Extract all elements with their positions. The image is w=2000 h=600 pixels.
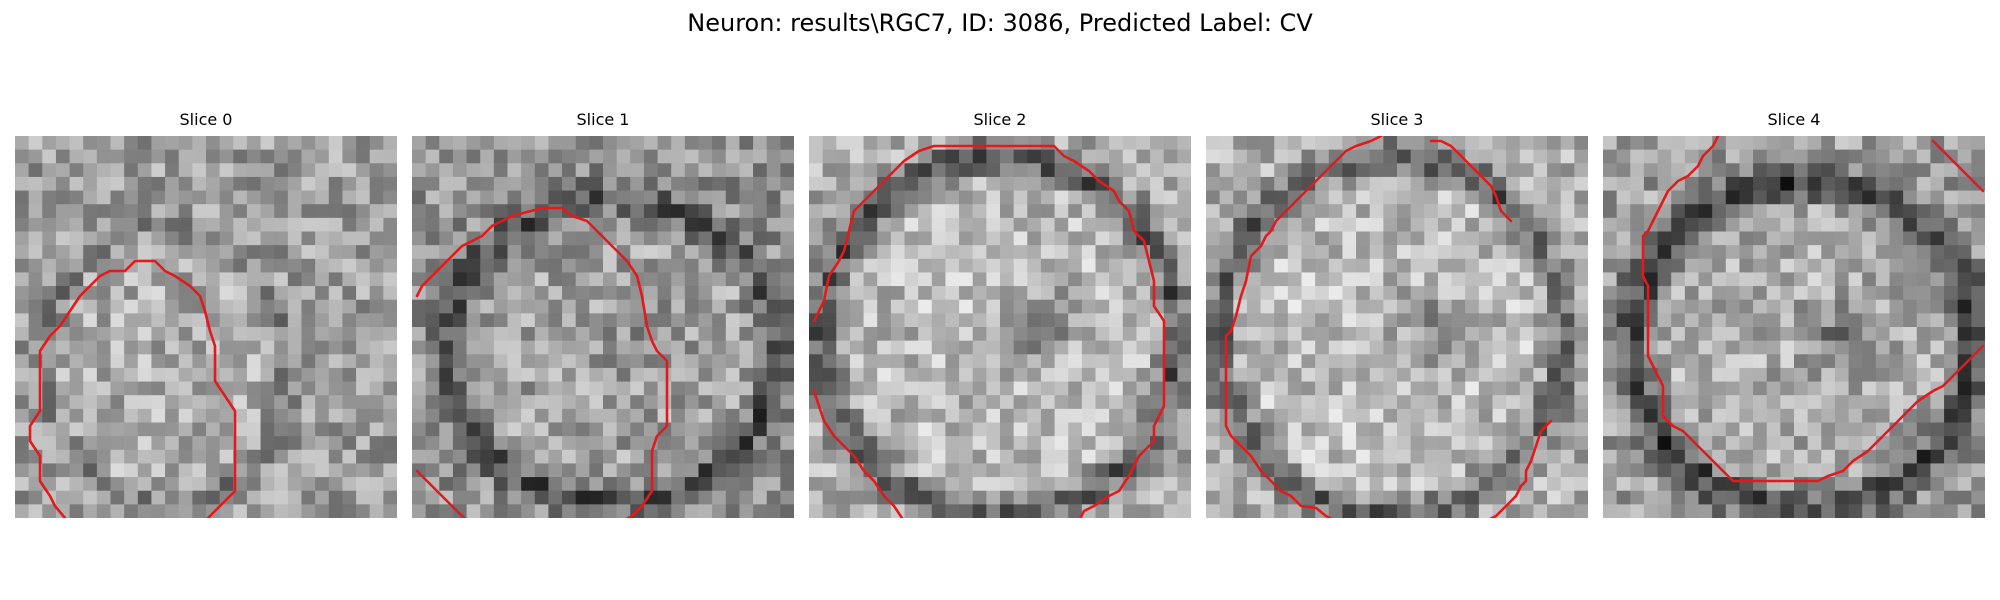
slice-image <box>1603 136 1985 518</box>
segmentation-contour <box>28 259 237 518</box>
segmentation-contour <box>415 206 669 518</box>
segmentation-contour <box>1641 136 1985 483</box>
slice-image <box>412 136 794 518</box>
pixel-grid <box>809 136 1191 518</box>
figure-title: Neuron: results\RGC7, ID: 3086, Predicte… <box>687 9 1313 37</box>
slice-title: Slice 3 <box>1370 110 1424 129</box>
segmentation-contour <box>812 144 1166 518</box>
pixel-grid <box>1603 136 1985 518</box>
slice-title: Slice 2 <box>973 110 1027 129</box>
segmentation-contour <box>1429 139 1513 223</box>
slice-image <box>1206 136 1588 518</box>
segmentation-contour <box>1224 334 1333 518</box>
segmentation-contour <box>812 389 904 518</box>
slice-svg <box>412 136 794 518</box>
slice-svg <box>809 136 1191 518</box>
slice-image <box>15 136 397 518</box>
segmentation-contour <box>1489 419 1553 518</box>
slice-image <box>809 136 1191 518</box>
pixel-grid <box>15 136 397 518</box>
slice-title: Slice 0 <box>179 110 233 129</box>
slice-title: Slice 1 <box>576 110 630 129</box>
slice-svg <box>1206 136 1588 518</box>
slice-svg <box>1603 136 1985 518</box>
pixel-grid <box>412 136 794 518</box>
slice-title: Slice 4 <box>1767 110 1821 129</box>
segmentation-contour <box>1931 139 1985 193</box>
segmentation-contour <box>1224 136 1383 338</box>
segmentation-contour <box>415 469 466 518</box>
slice-svg <box>15 136 397 518</box>
